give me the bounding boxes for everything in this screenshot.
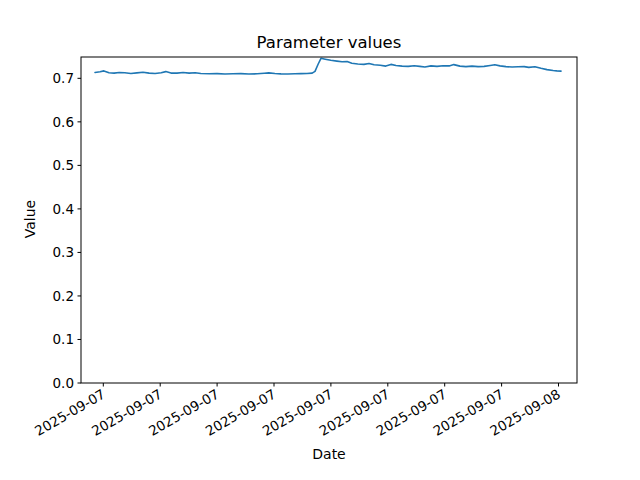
y-tick-label: 0.6 [53, 114, 74, 130]
data-line [95, 58, 561, 74]
axes-spines [81, 57, 577, 383]
y-tick-label: 0.3 [53, 244, 74, 260]
y-tick-label: 0.0 [53, 375, 74, 391]
plot-svg: 0.00.10.20.30.40.50.60.72025-09-072025-0… [0, 0, 640, 480]
y-tick-label: 0.4 [53, 201, 74, 217]
y-tick-label: 0.1 [53, 331, 74, 347]
figure: Parameter values Value Date 0.00.10.20.3… [0, 0, 640, 480]
y-tick-label: 0.5 [53, 157, 74, 173]
y-tick-label: 0.7 [53, 70, 74, 86]
y-tick-label: 0.2 [53, 288, 74, 304]
